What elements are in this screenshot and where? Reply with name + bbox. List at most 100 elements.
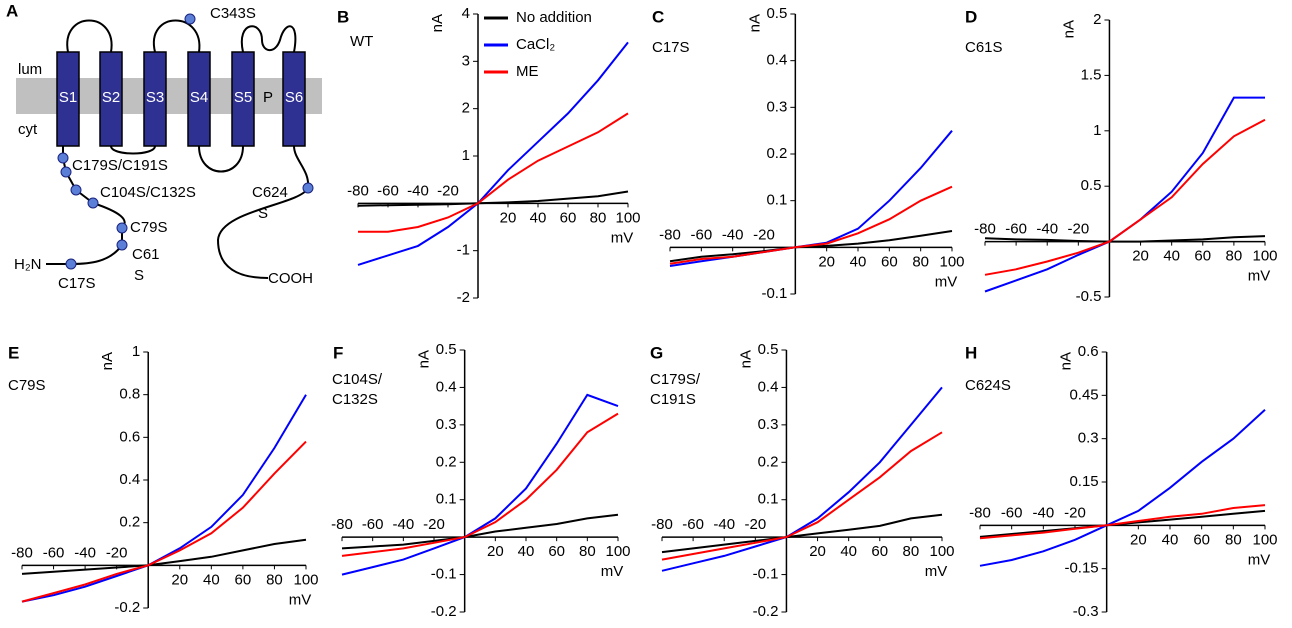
x-tick-label: 20 <box>1132 248 1149 265</box>
x-tick-label: -60 <box>1001 504 1023 521</box>
y-tick-label: 0.6 <box>119 428 140 445</box>
x-tick-label: 100 <box>605 543 630 560</box>
panel-title: C191S <box>650 391 696 408</box>
x-tick-label: 20 <box>809 543 826 560</box>
x-tick-label: 40 <box>203 571 220 588</box>
x-tick-label: 40 <box>1162 531 1179 548</box>
y-tick-label: 1.5 <box>1081 66 1102 83</box>
x-tick-label: -40 <box>1036 221 1058 238</box>
y-axis-label: nA <box>416 350 433 368</box>
segments <box>56 51 306 147</box>
x-tick-label: 40 <box>1163 248 1180 265</box>
y-tick-label: 0.2 <box>119 514 140 531</box>
x-tick-label: -40 <box>392 516 414 533</box>
x-tick-label: 40 <box>518 543 535 560</box>
y-axis-label: nA <box>1058 352 1075 370</box>
panel-letter: E <box>8 343 19 362</box>
mutation-label: C343S <box>210 5 256 22</box>
mutation-sites <box>57 13 314 270</box>
y-tick-label: -0.5 <box>1076 288 1102 305</box>
panel-letter: F <box>333 343 343 362</box>
x-tick-label: -20 <box>1067 221 1089 238</box>
panel-title: WT <box>350 33 373 50</box>
trace <box>661 386 943 572</box>
segment-label: S4 <box>190 89 208 106</box>
y-tick-label: -2 <box>457 289 470 306</box>
trace <box>357 41 629 266</box>
panel-letter: B <box>337 7 349 26</box>
x-tick-label: -20 <box>437 182 459 199</box>
segment-label: S1 <box>59 89 77 106</box>
trace <box>341 513 619 550</box>
y-tick-label: 0.5 <box>766 5 787 22</box>
x-tick-label: -20 <box>753 226 775 243</box>
x-tick-label: 60 <box>235 571 252 588</box>
panel-letter: A <box>6 1 18 20</box>
x-tick-label: -40 <box>1032 504 1054 521</box>
panel-title: C61S <box>965 39 1003 56</box>
y-tick-label: 0.2 <box>766 145 787 162</box>
y-tick-label: 0.5 <box>436 341 457 358</box>
x-tick-label: 20 <box>500 209 517 226</box>
x-tick-label: 20 <box>487 543 504 560</box>
panel-title: C132S <box>332 391 378 408</box>
mutation-label: C79S <box>130 219 168 236</box>
x-tick-label: -40 <box>722 226 744 243</box>
x-tick-label: 80 <box>903 543 920 560</box>
y-tick-label: 0.1 <box>758 491 779 508</box>
y-tick-label: 4 <box>462 5 470 22</box>
y-tick-label: 0.4 <box>766 52 787 69</box>
x-tick-label: -80 <box>331 516 353 533</box>
x-tick-label: 100 <box>293 571 318 588</box>
x-tick-label: 60 <box>1194 248 1211 265</box>
mutation-label: C17S <box>58 275 96 292</box>
x-axis-label: mV <box>1248 551 1271 568</box>
trace <box>979 504 1266 540</box>
y-tick-label: -0.2 <box>753 603 779 620</box>
x-tick-label: -80 <box>347 182 369 199</box>
x-tick-label: 20 <box>818 253 835 270</box>
x-tick-label: 40 <box>850 253 867 270</box>
x-tick-label: -60 <box>1005 221 1027 238</box>
segment-label: S3 <box>146 89 164 106</box>
iv-panel: G C179S/C191S -0.2 -0.1 0.1 0.2 0.3 0.4 0.5 -80 -6… <box>650 341 955 620</box>
x-tick-label: -80 <box>969 504 991 521</box>
y-tick-label: -0.1 <box>753 566 779 583</box>
y-tick-label: 2 <box>462 100 470 117</box>
y-tick-label: 3 <box>462 52 470 69</box>
panel-title: C104S/ <box>332 371 383 388</box>
trace <box>661 513 943 554</box>
c-terminus: COOH <box>268 270 313 287</box>
x-axis-label: mV <box>925 563 948 580</box>
mutation-label: S <box>258 205 268 222</box>
mutation-label: C624 <box>252 184 288 201</box>
trace <box>21 538 307 575</box>
y-tick-label: 0.45 <box>1069 386 1098 403</box>
x-axis-label: mV <box>1248 268 1271 285</box>
y-tick-label: 0.15 <box>1069 473 1098 490</box>
panel-letter: D <box>965 7 977 26</box>
y-tick-label: 0.6 <box>1078 343 1099 360</box>
x-tick-label: 60 <box>548 543 565 560</box>
y-tick-label: 0.1 <box>436 491 457 508</box>
y-tick-label: 0.3 <box>758 416 779 433</box>
x-tick-label: -80 <box>11 544 33 561</box>
x-tick-label: -60 <box>377 182 399 199</box>
y-tick-label: -0.3 <box>1073 603 1099 620</box>
x-tick-label: 100 <box>929 543 954 560</box>
pore-label: P <box>263 89 273 106</box>
y-tick-label: 0.3 <box>436 416 457 433</box>
y-tick-label: -0.1 <box>431 566 457 583</box>
iv-panel: F C104S/C132S -0.2 -0.1 0.1 0.2 0.3 0.4 0.5 -80 -6… <box>331 341 630 620</box>
iv-panel: E C79S -0.2 0.2 0.4 0.6 0.8 1 -80 -60 -40 -20 20 40 60… <box>8 343 319 616</box>
y-tick-label: 0.8 <box>119 386 140 403</box>
trace <box>669 185 953 265</box>
x-tick-label: -80 <box>659 226 681 243</box>
y-tick-label: 0.4 <box>758 378 779 395</box>
y-tick-label: -0.15 <box>1064 560 1098 577</box>
trace <box>21 440 307 603</box>
y-tick-label: 0.5 <box>758 341 779 358</box>
trace <box>341 393 619 576</box>
x-tick-label: 60 <box>560 209 577 226</box>
